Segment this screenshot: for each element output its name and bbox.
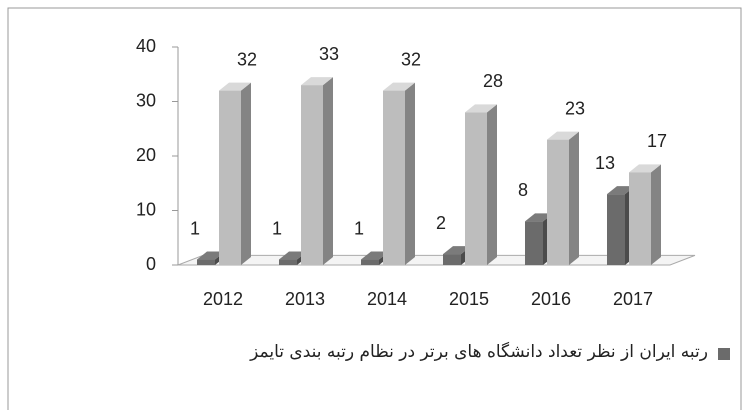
bar — [219, 82, 251, 265]
bar — [301, 77, 333, 266]
y-tick-label: 10 — [136, 199, 156, 219]
bar-top — [465, 104, 497, 113]
data-label: 32 — [237, 49, 257, 69]
bar-front — [547, 139, 569, 265]
x-tick-label: 2012 — [203, 289, 243, 309]
bar-front — [361, 259, 379, 265]
data-label: 17 — [647, 131, 667, 151]
data-label: 8 — [518, 180, 528, 200]
y-tick-label: 0 — [146, 254, 156, 274]
bar-side — [569, 131, 579, 265]
data-label: 2 — [436, 213, 446, 233]
bar-top — [383, 82, 415, 91]
bar-front — [383, 90, 405, 265]
legend-swatch — [718, 348, 730, 360]
bar-front — [525, 221, 543, 265]
x-tick-label: 2015 — [449, 289, 489, 309]
bar-top — [607, 186, 635, 195]
bar — [547, 131, 579, 265]
bar-front — [279, 259, 297, 265]
x-tick-label: 2017 — [613, 289, 653, 309]
bar-top — [219, 82, 251, 91]
data-label: 1 — [354, 218, 364, 238]
frame — [7, 7, 742, 410]
data-label: 13 — [595, 153, 615, 173]
bar-front — [443, 254, 461, 265]
data-label: 33 — [319, 44, 339, 64]
bar-front — [301, 85, 323, 266]
bar-top — [629, 164, 661, 173]
legend: رتبه ایران از نظر تعداد دانشگاه های برتر… — [200, 340, 730, 365]
bar-top — [547, 131, 579, 140]
data-label: 32 — [401, 49, 421, 69]
bar-front — [465, 112, 487, 266]
bar-front — [607, 194, 625, 265]
bar — [383, 82, 415, 265]
bar-side — [241, 82, 251, 265]
bar-top — [443, 246, 471, 255]
bar-front — [219, 90, 241, 265]
legend-label: رتبه ایران از نظر تعداد دانشگاه های برتر… — [250, 342, 708, 362]
bar-front — [629, 172, 651, 265]
bar-front — [197, 259, 215, 265]
bar-side — [323, 77, 333, 266]
bar-top — [525, 213, 553, 222]
bar-side — [487, 104, 497, 266]
bar-top — [361, 251, 389, 260]
y-tick-label: 30 — [136, 90, 156, 110]
bar-top — [301, 77, 333, 86]
x-tick-label: 2016 — [531, 289, 571, 309]
bar — [629, 164, 661, 265]
x-tick-label: 2014 — [367, 289, 407, 309]
bar-side — [405, 82, 415, 265]
y-tick-label: 40 — [136, 36, 156, 56]
bar-top — [279, 251, 307, 260]
bar — [465, 104, 497, 266]
x-tick-label: 2013 — [285, 289, 325, 309]
data-label: 28 — [483, 71, 503, 91]
bar-top — [197, 251, 225, 260]
data-label: 23 — [565, 98, 585, 118]
bar-side — [651, 164, 661, 265]
y-tick-label: 20 — [136, 145, 156, 165]
data-label: 1 — [272, 218, 282, 238]
data-label: 1 — [190, 218, 200, 238]
